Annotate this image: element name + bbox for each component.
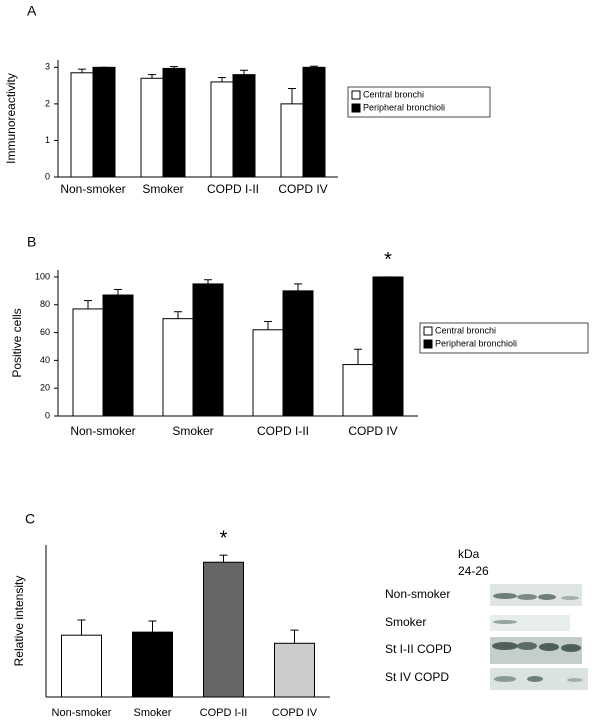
bar: [232, 74, 256, 178]
bar: [372, 276, 404, 417]
blot-band: [567, 678, 583, 682]
blot-band: [539, 643, 559, 651]
bar: [302, 66, 326, 178]
legend-label: Peripheral bronchioli: [435, 338, 517, 348]
bar: [162, 67, 186, 178]
blot-band: [493, 620, 517, 624]
y-tick-label: 0: [45, 171, 50, 181]
annotation: *: [384, 249, 392, 271]
x-tick-label: Non-smoker: [52, 707, 112, 719]
y-tick-label: 100: [35, 271, 50, 281]
bar: [280, 103, 304, 178]
bar: [282, 290, 314, 417]
bar: [132, 631, 173, 698]
blot-band: [517, 642, 537, 650]
blot-band: [492, 642, 518, 650]
legend-box: [419, 322, 589, 354]
bar: [92, 66, 116, 178]
blot-size: 24-26: [458, 564, 489, 578]
y-tick-label: 20: [40, 383, 50, 393]
bar: [252, 329, 284, 417]
bar: [102, 294, 134, 417]
x-tick-label: Non-smoker: [60, 182, 125, 196]
panel-label: C: [25, 511, 35, 527]
y-tick-label: 1: [45, 135, 50, 145]
blot-row-label: St IV COPD: [385, 670, 449, 684]
y-axis-label: Relative intensity: [12, 576, 26, 667]
y-axis-label: Positive cells: [10, 308, 24, 377]
x-tick-label: COPD I-II: [257, 424, 309, 438]
legend-swatch: [423, 339, 433, 349]
blot-band: [493, 593, 517, 599]
blot-band: [517, 594, 537, 600]
bar: [203, 561, 244, 698]
bar: [162, 318, 194, 417]
blot-band: [490, 615, 570, 631]
legend-swatch: [351, 103, 361, 113]
legend-swatch: [351, 90, 361, 100]
blot-row-label: Smoker: [385, 615, 426, 629]
y-tick-label: 60: [40, 327, 50, 337]
blot-row-label: Non-smoker: [385, 587, 450, 601]
y-axis-label: Immunoreactivity: [4, 73, 18, 164]
x-tick-label: COPD I-II: [207, 182, 259, 196]
legend-box: [347, 86, 491, 118]
blot-band: [561, 644, 581, 652]
bar: [192, 283, 224, 417]
legend-label: Peripheral bronchioli: [363, 102, 445, 112]
blot-band: [494, 676, 516, 682]
bar: [342, 364, 374, 417]
legend-label: Central bronchi: [435, 325, 496, 335]
panel-label: B: [27, 234, 36, 250]
blot-band: [538, 594, 556, 600]
western-blot: kDa 24-26 Non-smoker Smoker St I-II COPD…: [385, 547, 588, 690]
x-tick-label: Smoker: [142, 182, 183, 196]
bar: [70, 72, 94, 178]
x-tick-label: Non-smoker: [70, 424, 135, 438]
y-tick-label: 2: [45, 98, 50, 108]
x-tick-label: COPD IV: [272, 707, 318, 719]
panel-label: A: [27, 3, 37, 19]
bar: [274, 642, 315, 698]
y-tick-label: 80: [40, 299, 50, 309]
y-tick-label: 40: [40, 355, 50, 365]
bar: [140, 77, 164, 178]
legend-label: Central bronchi: [363, 89, 424, 99]
bar: [72, 308, 104, 417]
blot-band: [490, 584, 582, 606]
y-tick-label: 0: [45, 410, 50, 420]
legend-swatch: [423, 326, 433, 336]
bar: [61, 634, 102, 698]
x-tick-label: Smoker: [172, 424, 213, 438]
x-tick-label: Smoker: [134, 707, 172, 719]
x-tick-label: COPD IV: [348, 424, 397, 438]
blot-band: [527, 676, 543, 682]
blot-row-label: St I-II COPD: [385, 642, 452, 656]
bar: [210, 81, 234, 178]
blot-unit: kDa: [458, 547, 480, 561]
x-tick-label: COPD I-II: [200, 707, 248, 719]
y-tick-label: 3: [45, 62, 50, 72]
blot-band: [561, 596, 579, 600]
annotation: *: [220, 527, 228, 549]
x-tick-label: COPD IV: [278, 182, 327, 196]
